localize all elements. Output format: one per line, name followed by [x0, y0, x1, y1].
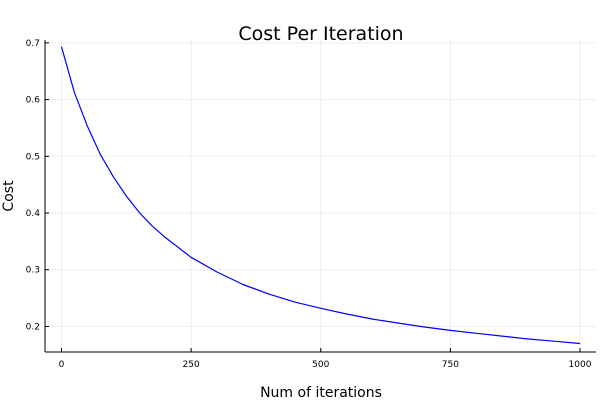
y-tick-label: 0.5 [26, 152, 40, 162]
y-axis-label: Cost [1, 180, 17, 212]
series-line [60, 46, 581, 345]
y-tick-label: 0.7 [26, 39, 40, 49]
series-lines [60, 46, 581, 345]
x-ticks: 0 250 500 750 1000 [59, 348, 592, 370]
y-tick-label: 0.2 [26, 322, 40, 332]
y-tick-label: 0.3 [26, 266, 40, 276]
chart-title: Cost Per Iteration [238, 23, 403, 45]
y-ticks: 0.2 0.3 0.4 0.5 0.6 0.7 [26, 39, 49, 332]
x-tick-label: 250 [183, 360, 200, 370]
x-tick-label: 1000 [569, 360, 592, 370]
y-tick-label: 0.4 [26, 209, 41, 219]
x-tick-label: 500 [312, 360, 329, 370]
x-tick-label: 750 [442, 360, 459, 370]
y-tick-label: 0.6 [26, 96, 41, 106]
x-tick-label: 0 [59, 360, 65, 370]
grid [45, 40, 596, 352]
x-axis-label: Num of iterations [260, 385, 382, 400]
